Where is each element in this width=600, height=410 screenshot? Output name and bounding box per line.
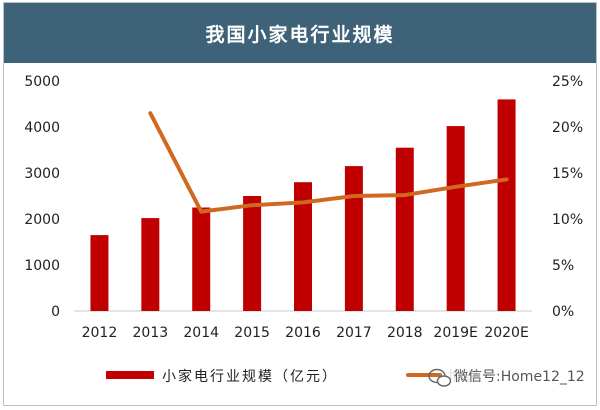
bar [446, 126, 465, 311]
y-left-tick-label: 1000 [24, 258, 60, 274]
y-right-tick-label: 20% [552, 120, 583, 136]
legend-label-bar: 小家电行业规模（亿元） [162, 368, 338, 385]
x-tick-label: 2020E [484, 325, 528, 341]
bar [192, 207, 211, 311]
y-left-tick-label: 3000 [24, 166, 60, 182]
y-right-tick-label: 10% [552, 212, 583, 228]
y-left-tick-label: 4000 [24, 120, 60, 136]
growth-line [148, 111, 509, 214]
bar [90, 235, 109, 311]
bar [395, 147, 414, 311]
bar [243, 196, 262, 311]
y-left-tick-label: 5000 [24, 74, 60, 90]
x-tick-label: 2013 [133, 325, 169, 341]
y-right-tick-label: 15% [552, 166, 583, 182]
title-bar: 我国小家电行业规模 [4, 3, 596, 63]
watermark-text: 微信号:Home12_12 [454, 369, 585, 385]
y-right-tick-label: 0% [552, 304, 574, 320]
bar [497, 99, 516, 312]
x-tick-label: 2017 [336, 325, 372, 341]
x-tick-label: 2016 [285, 325, 321, 341]
watermark-backdrop [444, 365, 594, 389]
y-right-tick-label: 5% [552, 258, 574, 274]
x-tick-label: 2012 [82, 325, 118, 341]
bar [141, 218, 160, 311]
bar [344, 166, 363, 311]
chart-svg: 0 1000 2000 3000 4000 5000 0% 5% 10% 15% 20% 25% 201… [24, 74, 594, 389]
x-tick-label: 2014 [183, 325, 219, 341]
x-tick-label: 2015 [234, 325, 270, 341]
y-left-tick-label: 0 [51, 304, 60, 320]
y-right-tick-label: 25% [552, 74, 583, 90]
bar [294, 182, 312, 311]
wechat-icon [428, 368, 452, 387]
legend-swatch-bar [106, 371, 154, 379]
chart-title: 我国小家电行业规模 [205, 23, 395, 46]
x-tick-label: 2018 [387, 325, 423, 341]
chart-frame: 我国小家电行业规模 0 1000 2000 3000 4000 5000 0% 5% 10% 15… [3, 2, 597, 406]
x-tick-label: 2019E [433, 325, 477, 341]
y-left-tick-label: 2000 [24, 212, 60, 228]
